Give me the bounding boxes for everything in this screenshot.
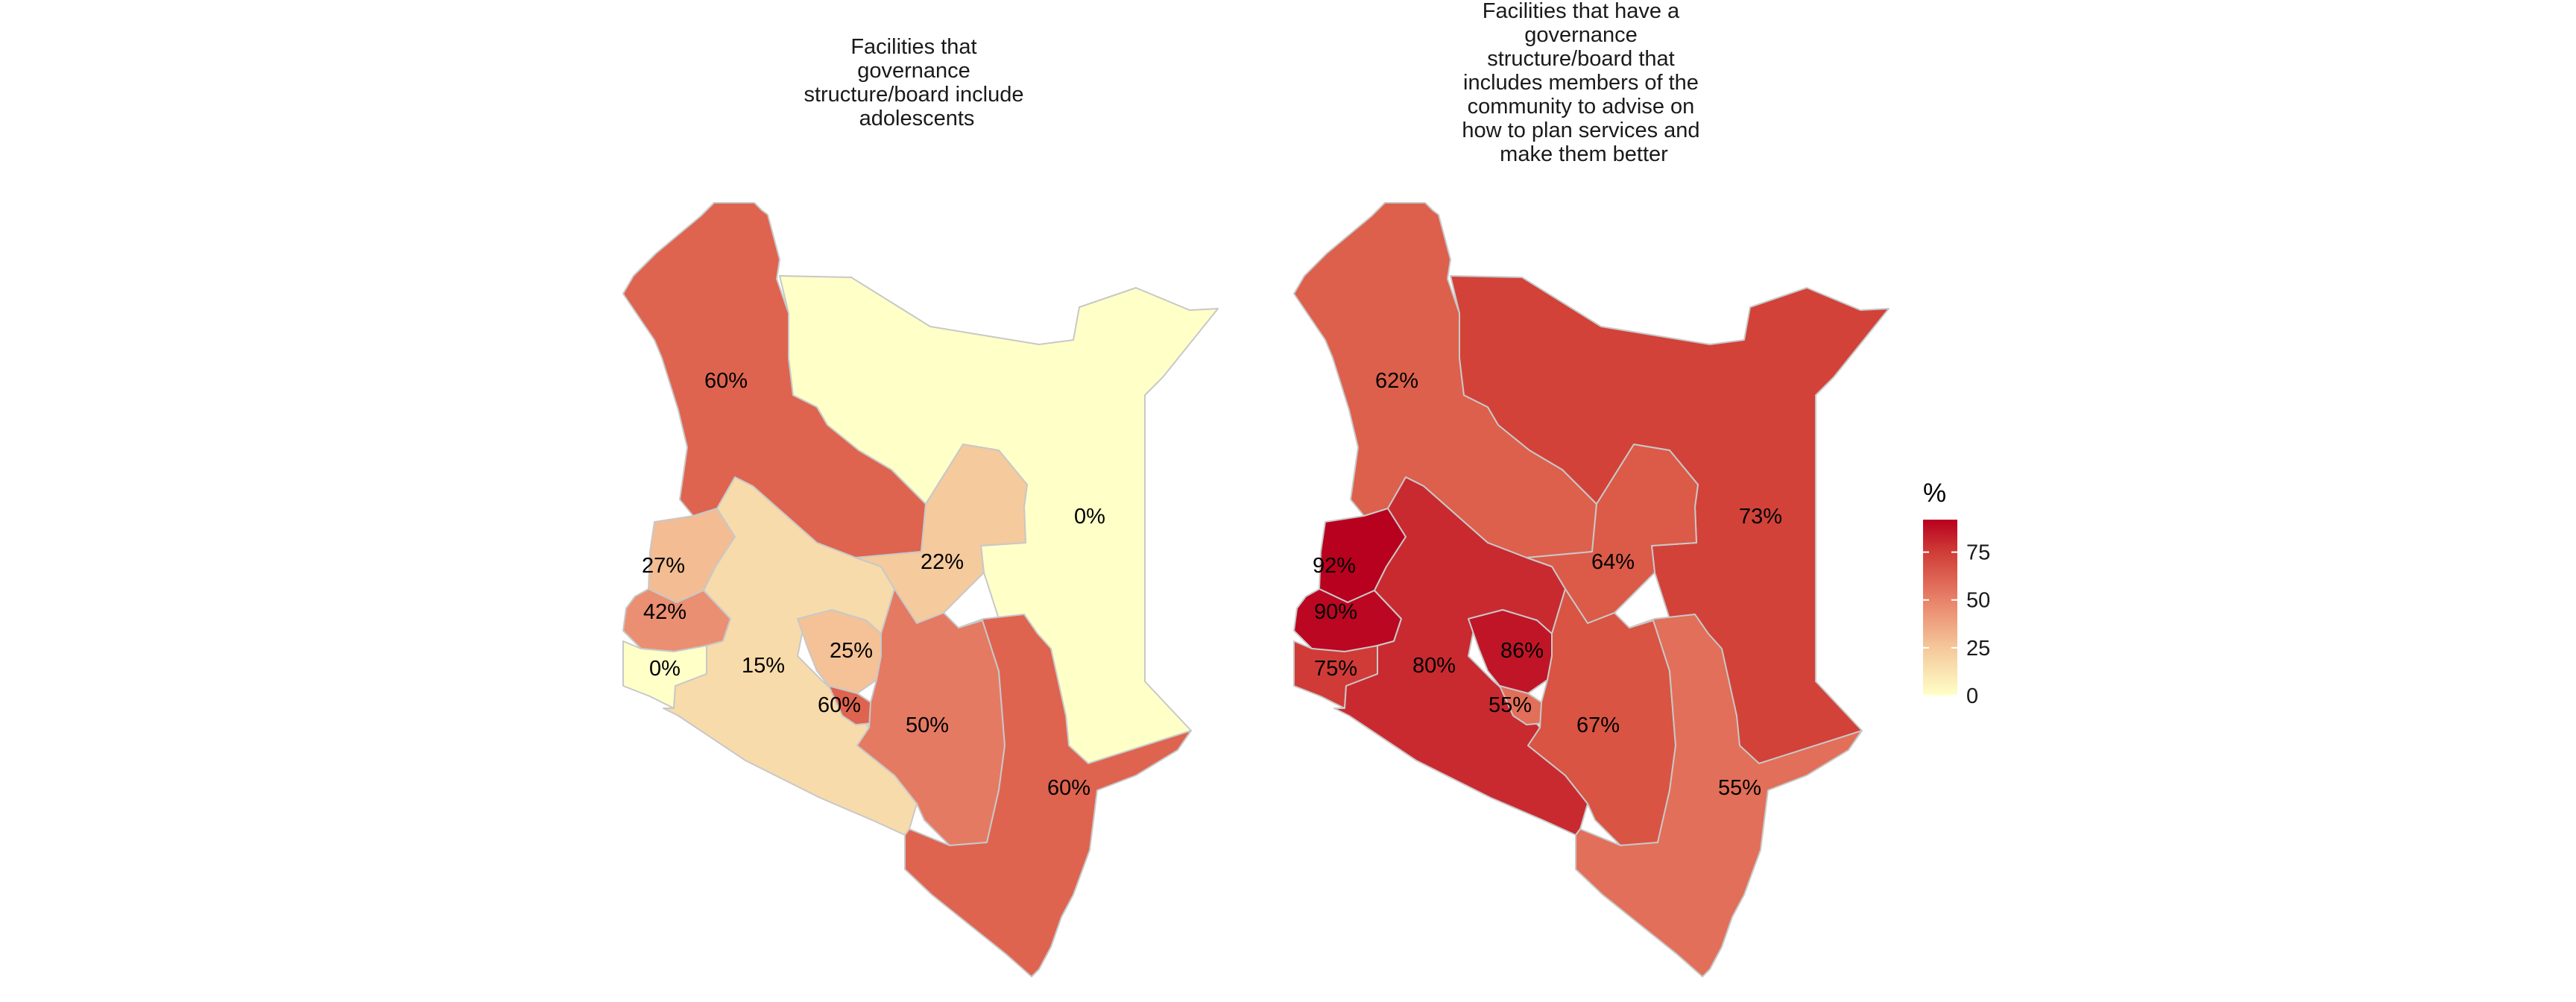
title-line: governance [857,59,970,83]
title-line: Facilities that [850,35,976,59]
title-line: Facilities that have a [1483,0,1680,23]
region-value-label: 42% [643,600,686,624]
region-value-label: 0% [649,657,681,681]
title-line: community to advise on [1468,95,1695,119]
region-value-label: 62% [1375,369,1418,393]
region-value-label: 80% [1412,654,1456,678]
legend-tick-label: 0 [1966,684,1978,708]
region-value-label: 22% [921,550,964,574]
region-value-label: 60% [818,693,861,717]
legend-colorbar [1923,520,1957,696]
region-value-label: 60% [704,369,748,393]
map-regions [622,202,1219,977]
region-value-label: 92% [1313,554,1356,578]
title-line: adolescents [859,107,975,130]
map-title: Facilities that have a governance struct… [1462,0,1705,166]
map-title: Facilities that governance structure/boa… [804,35,1029,130]
title-line: includes members of the [1463,71,1699,95]
region-value-label: 15% [742,654,785,678]
region-value-label: 55% [1489,693,1532,717]
region-value-label: 86% [1500,639,1544,663]
title-line: structure/board include [804,83,1023,107]
legend-tick-label: 50 [1966,589,1990,613]
region-value-label: 67% [1576,713,1620,737]
title-line: how to plan services and [1462,119,1699,142]
title-line: governance [1524,23,1638,47]
region-value-label: 55% [1718,776,1761,800]
title-line: structure/board that [1487,47,1674,71]
legend-ticks: 75 50 25 0 [1923,541,1990,708]
color-legend: % 75 50 25 0 [1923,479,1990,708]
map-adolescents: Facilities that governance structure/boa… [622,35,1219,977]
region-coast [904,614,1192,977]
legend-tick-label: 75 [1966,541,1990,565]
map-community: Facilities that have a governance struct… [1293,0,1890,977]
legend-title: % [1923,479,1946,508]
region-value-label: 64% [1591,550,1635,574]
region-value-label: 50% [906,713,949,737]
region-value-label: 73% [1739,505,1782,529]
title-line: make them better [1500,142,1668,166]
legend-tick-label: 25 [1966,637,1990,661]
region-value-label: 60% [1047,776,1090,800]
map-regions [1293,202,1890,977]
region-coast [1575,614,1863,977]
map-labels: 60% 0% 22% 27% 42% 0% 15% 25% 60% 50% 60% [642,369,1105,800]
region-value-label: 0% [1074,505,1105,529]
region-value-label: 75% [1314,657,1357,681]
region-value-label: 90% [1314,600,1357,624]
region-value-label: 25% [830,639,873,663]
map-labels: 62% 73% 64% 92% 90% 75% 80% 86% 55% 67% 55% [1313,369,1782,800]
region-value-label: 27% [642,554,685,578]
